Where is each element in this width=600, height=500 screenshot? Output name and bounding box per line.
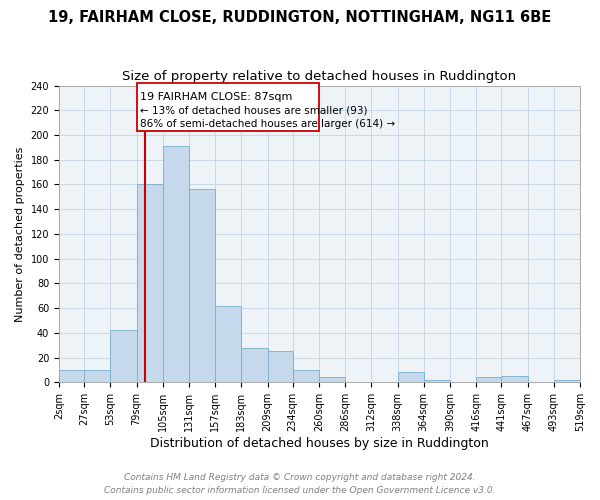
Y-axis label: Number of detached properties: Number of detached properties [15, 146, 25, 322]
FancyBboxPatch shape [137, 83, 319, 132]
Bar [215, 306, 241, 382]
Text: 19 FAIRHAM CLOSE: 87sqm: 19 FAIRHAM CLOSE: 87sqm [140, 92, 292, 102]
Bar [241, 348, 268, 382]
Bar [189, 190, 215, 382]
Bar [268, 352, 293, 382]
Text: ← 13% of detached houses are smaller (93): ← 13% of detached houses are smaller (93… [140, 105, 367, 115]
Bar [476, 378, 502, 382]
Bar [554, 380, 580, 382]
Bar [163, 146, 189, 382]
Bar [398, 372, 424, 382]
Bar [293, 370, 319, 382]
X-axis label: Distribution of detached houses by size in Ruddington: Distribution of detached houses by size … [150, 437, 489, 450]
Bar [424, 380, 450, 382]
Bar [319, 378, 345, 382]
Text: 19, FAIRHAM CLOSE, RUDDINGTON, NOTTINGHAM, NG11 6BE: 19, FAIRHAM CLOSE, RUDDINGTON, NOTTINGHA… [49, 10, 551, 25]
Text: Contains HM Land Registry data © Crown copyright and database right 2024.
Contai: Contains HM Land Registry data © Crown c… [104, 474, 496, 495]
Bar [137, 184, 163, 382]
Title: Size of property relative to detached houses in Ruddington: Size of property relative to detached ho… [122, 70, 517, 83]
Bar [59, 370, 84, 382]
Bar [84, 370, 110, 382]
Bar [502, 376, 527, 382]
Bar [110, 330, 137, 382]
Text: 86% of semi-detached houses are larger (614) →: 86% of semi-detached houses are larger (… [140, 119, 395, 129]
